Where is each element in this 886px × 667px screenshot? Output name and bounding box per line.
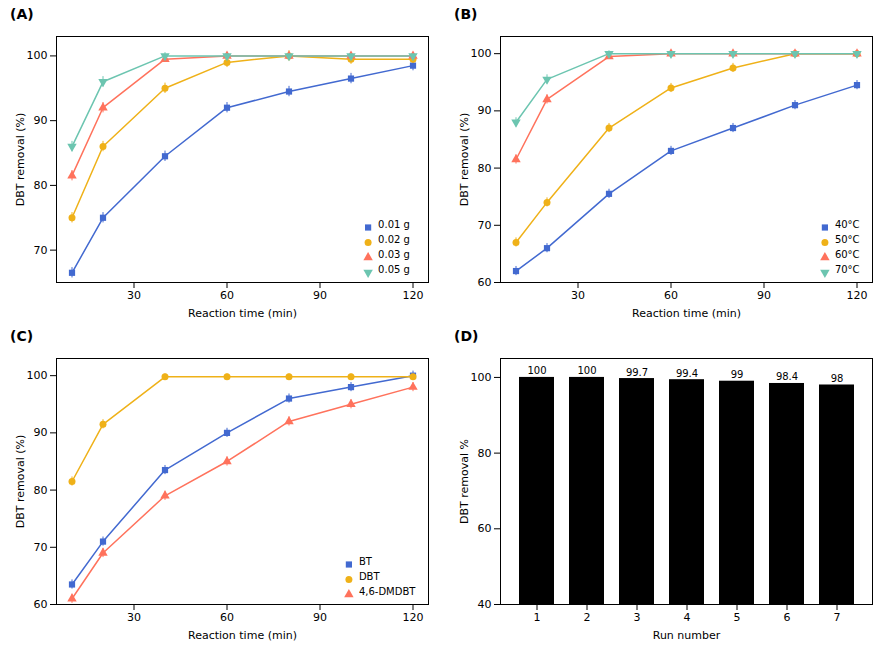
svg-text:70: 70	[34, 244, 48, 257]
svg-text:0.01 g: 0.01 g	[378, 219, 410, 230]
svg-text:70°C: 70°C	[835, 264, 860, 275]
svg-text:98: 98	[831, 373, 844, 384]
svg-text:100: 100	[27, 369, 48, 382]
svg-text:60: 60	[220, 289, 234, 302]
svg-text:0.02 g: 0.02 g	[378, 234, 410, 245]
svg-text:80: 80	[34, 484, 48, 497]
svg-text:50°C: 50°C	[835, 234, 860, 245]
svg-text:DBT removal (%): DBT removal (%)	[458, 113, 471, 207]
html-text:(A): (A)	[10, 6, 34, 22]
svg-text:60: 60	[478, 276, 492, 289]
svg-text:90: 90	[313, 611, 327, 624]
svg-text:80: 80	[478, 162, 492, 175]
svg-text:100: 100	[577, 365, 596, 376]
svg-text:7: 7	[834, 611, 841, 624]
svg-text:60: 60	[478, 522, 492, 535]
svg-text:DBT: DBT	[359, 571, 381, 582]
svg-text:40: 40	[478, 598, 492, 611]
svg-text:100: 100	[527, 365, 546, 376]
svg-text:40°C: 40°C	[835, 219, 860, 230]
html-text:(D): (D)	[454, 328, 479, 344]
svg-text:120: 120	[403, 611, 424, 624]
svg-text:99.7: 99.7	[626, 367, 648, 378]
svg-text:120: 120	[403, 289, 424, 302]
svg-text:60: 60	[664, 289, 678, 302]
svg-text:2: 2	[584, 611, 591, 624]
svg-text:70: 70	[34, 541, 48, 554]
svg-text:80: 80	[478, 447, 492, 460]
html-text:(B): (B)	[454, 6, 478, 22]
svg-text:98.4: 98.4	[776, 371, 798, 382]
svg-text:100: 100	[471, 47, 492, 60]
svg-text:Reaction time (min): Reaction time (min)	[188, 629, 297, 642]
svg-text:90: 90	[313, 289, 327, 302]
svg-text:90: 90	[34, 114, 48, 127]
svg-text:99.4: 99.4	[676, 368, 698, 379]
svg-text:90: 90	[34, 426, 48, 439]
svg-text:DBT removal (%): DBT removal (%)	[14, 113, 27, 207]
svg-text:100: 100	[471, 371, 492, 384]
svg-text:30: 30	[571, 289, 585, 302]
svg-text:99: 99	[731, 369, 744, 380]
svg-text:0.03 g: 0.03 g	[378, 249, 410, 260]
svg-text:3: 3	[634, 611, 641, 624]
svg-text:DBT removal (%): DBT removal (%)	[14, 435, 27, 529]
svg-text:70: 70	[478, 219, 492, 232]
svg-text:30: 30	[127, 611, 141, 624]
svg-text:30: 30	[127, 289, 141, 302]
svg-text:Reaction time (min): Reaction time (min)	[188, 307, 297, 320]
svg-text:90: 90	[478, 104, 492, 117]
svg-text:BT: BT	[359, 556, 373, 567]
svg-text:60: 60	[220, 611, 234, 624]
html-text:(C): (C)	[10, 328, 34, 344]
svg-text:1: 1	[534, 611, 541, 624]
svg-text:6: 6	[784, 611, 791, 624]
svg-text:120: 120	[847, 289, 868, 302]
svg-text:Run number: Run number	[653, 629, 721, 642]
svg-text:90: 90	[757, 289, 771, 302]
svg-text:DBT removal %: DBT removal %	[458, 439, 471, 524]
svg-text:Reaction time (min): Reaction time (min)	[632, 307, 741, 320]
svg-text:5: 5	[734, 611, 741, 624]
svg-text:60°C: 60°C	[835, 249, 860, 260]
svg-text:4: 4	[684, 611, 691, 624]
svg-text:100: 100	[27, 49, 48, 62]
svg-text:60: 60	[34, 598, 48, 611]
svg-text:80: 80	[34, 179, 48, 192]
svg-text:4,6-DMDBT: 4,6-DMDBT	[359, 586, 416, 597]
svg-text:0.05 g: 0.05 g	[378, 264, 410, 275]
